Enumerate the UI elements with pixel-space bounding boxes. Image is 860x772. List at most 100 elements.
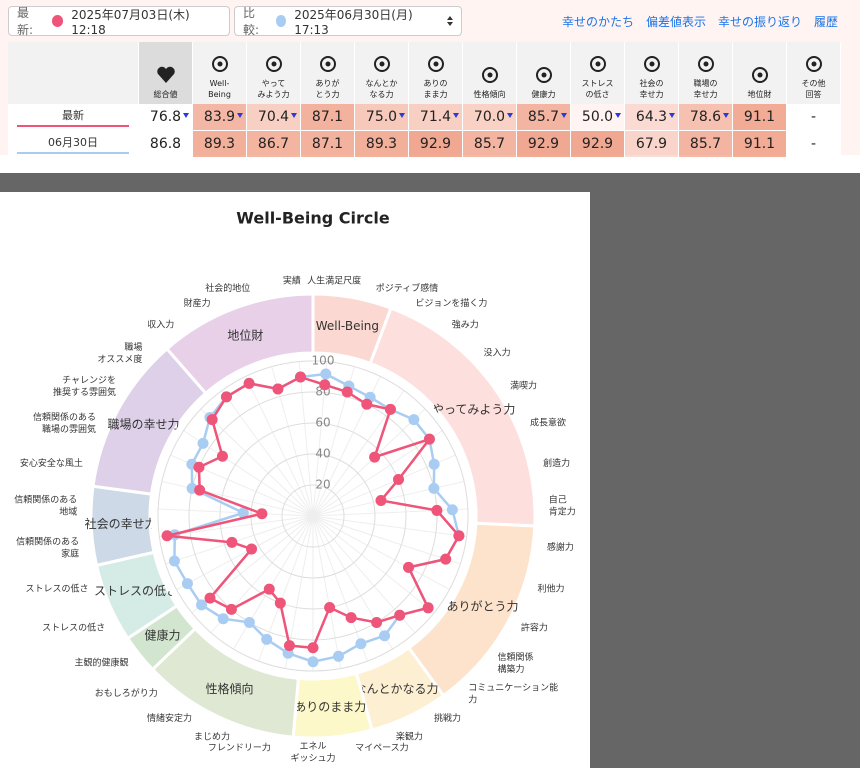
series-point (216, 450, 228, 462)
column-label: その他 回答 (801, 79, 826, 99)
item-label: 主観的健康観 (74, 657, 128, 669)
series-point (161, 530, 173, 542)
column-icon (211, 56, 228, 72)
spoke (221, 390, 314, 517)
data-row: 最新 76.8 83.9 70.4 87.1 75.0 71.4 70.0 85.7 50.0 64… (8, 104, 841, 131)
column-icon (589, 56, 606, 72)
series-point (375, 494, 387, 506)
item-label: コミュニケーション能力 (468, 681, 558, 705)
item-label: 収入力 (147, 319, 174, 331)
series-point (361, 398, 373, 410)
item-label: フレンドリー力 (208, 742, 271, 754)
column-header: 性格傾向 (463, 42, 517, 104)
series-point (431, 504, 443, 516)
group-label: ありがとう力 (447, 599, 519, 614)
series-point (261, 633, 273, 645)
score-cell: 91.1 (733, 104, 787, 131)
series-point (263, 583, 275, 595)
series-point (256, 508, 268, 520)
spoke (158, 508, 314, 517)
nav-link[interactable]: 幸せの振り返り (718, 15, 803, 29)
compare-select[interactable]: 比較: 2025年06月30日(月) 17:13 (234, 6, 462, 37)
grid-ring (188, 391, 438, 641)
item-label: マイペース力 (355, 742, 409, 754)
series-point (341, 386, 353, 398)
score-cell: 76.8 (139, 104, 193, 131)
group-label: 職場の幸せ力 (107, 417, 179, 431)
latest-label: 最新: (17, 6, 34, 37)
chart: Well-Being Circle Well-Being 人生満足尺度ポジティブ感… (14, 209, 576, 764)
score-cell: 75.0 (355, 104, 409, 131)
data-row: 06月30日 86.8 89.3 86.7 87.1 89.3 92.9 85.7 92.9 92… (8, 131, 841, 158)
score-cell: 83.9 (193, 104, 247, 131)
series-point (408, 414, 420, 426)
item-label: チャレンジを推奨する雰囲気 (53, 374, 116, 397)
series-point (246, 543, 258, 555)
score-cell: 85.7 (463, 131, 517, 158)
row-label-cell: 06月30日 (8, 131, 139, 158)
latest-picker[interactable]: 最新: 2025年07月03日(木) 12:18 (8, 6, 230, 37)
row-label-cell: 最新 (8, 104, 139, 131)
column-icon (265, 56, 282, 72)
series-point (345, 612, 357, 624)
column-label: 性格傾向 (473, 90, 506, 99)
series-point (168, 555, 180, 567)
score-cell: 85.7 (517, 104, 571, 131)
group-label: ありのまま力 (294, 700, 366, 714)
series-point (440, 553, 452, 565)
group-label: Well-Being (316, 319, 379, 333)
score-cell: 67.9 (625, 131, 679, 158)
chart-panel: Well-Being Circle Well-Being 人生満足尺度 ポジティブ感… (0, 192, 590, 768)
column-label: 社会の 幸せ力 (639, 79, 664, 99)
item-label: 信頼関係のある家庭 (16, 535, 79, 559)
series-point (393, 473, 405, 485)
column-header: 総合値 (139, 42, 193, 104)
compare-dot (275, 15, 287, 27)
item-label: ストレスの低さ (26, 582, 89, 594)
spoke (165, 515, 314, 565)
spoke (312, 515, 342, 669)
column-label: ありが とう力 (315, 79, 340, 99)
column-label: 総合値 (153, 90, 178, 99)
column-header: なんとか なる力 (355, 42, 409, 104)
column-label: 職場の 幸せ力 (693, 79, 718, 99)
score-cell: 87.1 (301, 131, 355, 158)
compare-label: 比較: (243, 6, 260, 37)
column-header: ありが とう力 (301, 42, 355, 104)
item-label: ストレスの低さ (42, 621, 105, 633)
series-point (369, 451, 381, 463)
series-point (294, 371, 306, 383)
item-label: 職場オススメ度 (97, 340, 142, 364)
score-cell: 85.7 (679, 131, 733, 158)
column-label: Well- Being (208, 79, 231, 99)
nav-link[interactable]: 偏差値表示 (646, 15, 707, 29)
column-icon (805, 56, 822, 72)
spoke (312, 515, 450, 590)
nav-link[interactable]: 履歴 (814, 15, 839, 29)
group-label: なんとかなる力 (355, 682, 439, 696)
series-point (243, 377, 255, 389)
column-label: やって みよう力 (257, 79, 290, 99)
series-point (204, 592, 216, 604)
column-label: 地位財 (747, 90, 772, 99)
series-point (320, 368, 332, 380)
series-point (371, 616, 383, 628)
series-point (181, 578, 193, 590)
nav-link[interactable]: 幸せのかたち (562, 15, 635, 29)
series-point (206, 414, 218, 426)
column-icon (481, 67, 498, 83)
series-point (194, 484, 206, 496)
latest-dot (51, 15, 64, 27)
series-point (428, 482, 440, 494)
series-point (423, 433, 435, 445)
column-icon (156, 66, 175, 83)
chart-title: Well-Being Circle (236, 209, 390, 228)
series-point (403, 561, 415, 573)
item-label: 挑戦力 (434, 712, 461, 724)
item-label: 人生満足尺度 (307, 274, 361, 286)
select-arrow (446, 16, 453, 26)
item-label: エネルギッシュ力 (290, 741, 335, 764)
series-point (197, 437, 209, 449)
spoke (200, 408, 314, 517)
